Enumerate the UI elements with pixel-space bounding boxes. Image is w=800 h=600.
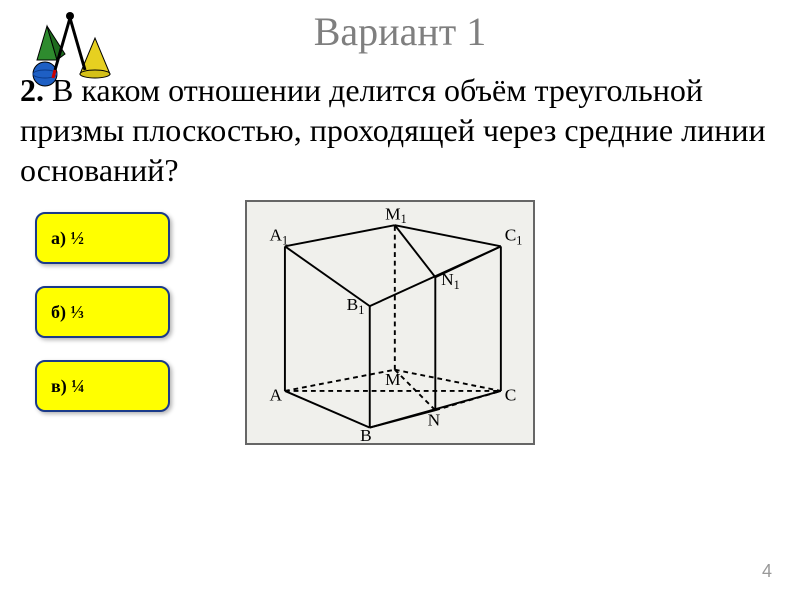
option-b-label: б) ⅓: [51, 302, 84, 323]
option-a-button[interactable]: а) ½: [35, 212, 170, 264]
options-list: а) ½ б) ⅓ в) ¼: [20, 200, 170, 445]
svg-text:M1: M1: [385, 204, 406, 226]
page-number: 4: [762, 561, 772, 582]
svg-text:C1: C1: [505, 226, 523, 248]
svg-text:M: M: [385, 370, 400, 389]
content-row: а) ½ б) ⅓ в) ¼ A1 B1 C1 M1 N1 A B C M N: [0, 200, 800, 445]
svg-text:A: A: [270, 386, 283, 405]
svg-text:N: N: [428, 411, 441, 430]
svg-text:A1: A1: [270, 226, 289, 248]
svg-text:N1: N1: [441, 270, 460, 292]
option-b-button[interactable]: б) ⅓: [35, 286, 170, 338]
geometry-icon: [25, 8, 115, 88]
svg-text:B: B: [360, 426, 372, 443]
question-text: 2. В каком отношении делится объём треуг…: [0, 55, 800, 200]
option-c-label: в) ¼: [51, 376, 85, 397]
svg-text:C: C: [505, 386, 517, 405]
question-body: В каком отношении делится объём треуголь…: [20, 72, 766, 188]
svg-text:B1: B1: [347, 295, 365, 317]
option-a-label: а) ½: [51, 228, 84, 249]
prism-diagram: A1 B1 C1 M1 N1 A B C M N: [245, 200, 535, 445]
page-title: Вариант 1: [0, 0, 800, 55]
option-c-button[interactable]: в) ¼: [35, 360, 170, 412]
